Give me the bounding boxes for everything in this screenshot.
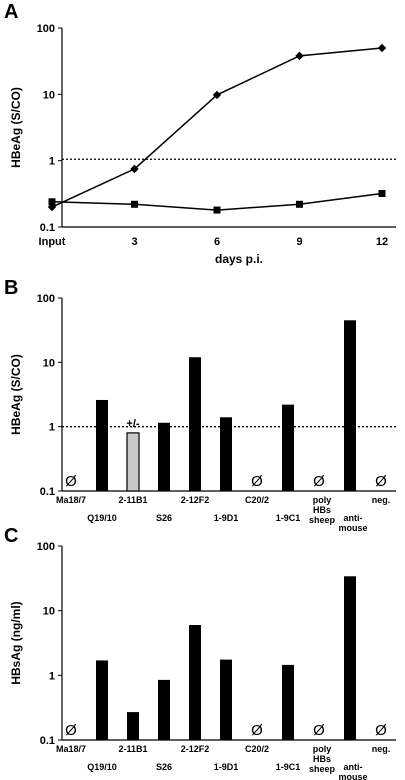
null-symbol: Ø: [251, 473, 263, 490]
diamond-point: [47, 202, 57, 212]
category-label: 1-9C1: [276, 762, 301, 772]
null-symbol: Ø: [375, 722, 387, 739]
category-label: 2-12F2: [181, 744, 210, 754]
panel-label: C: [4, 525, 18, 547]
category-label: Ma18/7: [56, 744, 86, 754]
y-tick-label: 10: [43, 89, 55, 101]
null-symbol: Ø: [251, 722, 263, 739]
bar-annotation: +/-: [126, 418, 139, 430]
category-label: HBs: [313, 754, 331, 764]
bar: [344, 576, 356, 740]
square-point: [48, 198, 56, 206]
category-label: Q19/10: [87, 513, 117, 523]
category-label: 2-11B1: [118, 744, 147, 754]
category-label: C20/2: [245, 495, 269, 505]
category-label: 1-9D1: [214, 513, 239, 523]
category-label: S26: [156, 762, 172, 772]
y-tick-label: 0.1: [40, 735, 55, 747]
panel-label: A: [4, 1, 18, 23]
x-tick-label: Input: [39, 236, 66, 248]
category-label: 1-9C1: [276, 513, 301, 523]
bar: [126, 432, 140, 492]
y-tick-label: 0.1: [40, 222, 55, 234]
y-tick-label: 1: [49, 670, 55, 682]
bar: [282, 664, 294, 740]
bar: [344, 320, 356, 491]
y-tick-label: 10: [43, 357, 55, 369]
bar: [189, 625, 201, 740]
bar: [96, 660, 108, 740]
category-label: 1-9D1: [214, 762, 239, 772]
category-label: mouse: [338, 772, 367, 780]
null-symbol: Ø: [313, 473, 325, 490]
null-symbol: Ø: [375, 473, 387, 490]
square-point: [296, 200, 303, 208]
category-label: anti-: [344, 762, 363, 772]
bar: [96, 399, 108, 491]
series-line-diamond: [51, 47, 383, 208]
category-label: poly: [313, 495, 332, 505]
category-label: neg.: [372, 495, 391, 505]
bar: [158, 679, 170, 740]
y-tick-label: 10: [43, 606, 55, 618]
category-label: sheep: [309, 764, 336, 774]
y-tick-label: 0.1: [40, 486, 55, 498]
panel-a-chart: A 0.1 1 10 100 HBeAg (S/CO) Input 3 6 9 12 days p.i…: [4, 1, 396, 266]
bar: [189, 357, 201, 491]
bar: [127, 712, 139, 740]
x-tick-label: 3: [131, 236, 137, 248]
y-tick-label: 1: [49, 422, 55, 434]
x-tick-label: 12: [376, 236, 388, 248]
y-axis-label: HBeAg (S/CO): [9, 87, 23, 168]
bar: [220, 659, 232, 740]
null-symbol: Ø: [65, 473, 77, 490]
y-tick-label: 1: [49, 156, 55, 168]
category-label: anti-: [344, 513, 363, 523]
category-label: C20/2: [245, 744, 269, 754]
category-label: S26: [156, 513, 172, 523]
square-point: [378, 189, 386, 197]
y-tick-label: 100: [37, 293, 55, 305]
y-axis-label: HBsAg (ng/ml): [9, 601, 23, 684]
diamond-point: [377, 43, 387, 53]
y-axis-label: HBeAg (S/CO): [9, 354, 23, 435]
panel-b-chart: B 0.1 1 10 100 HBeAg (S/CO) Ø Ma18/7Q19/102-11B…: [4, 277, 396, 533]
bar: [158, 422, 170, 491]
category-label: poly: [313, 744, 332, 754]
null-symbol: Ø: [65, 722, 77, 739]
category-label: mouse: [338, 523, 367, 533]
panel-c-chart: C 0.1 1 10 100 HBsAg (ng/ml) Ø Ma18/7Q19/102-11…: [4, 525, 396, 780]
x-tick-label: 9: [296, 236, 302, 248]
y-tick-label: 100: [37, 541, 55, 553]
diamond-point: [295, 51, 304, 61]
category-label: Ma18/7: [56, 495, 86, 505]
diamond-point: [212, 90, 222, 100]
category-label: neg.: [372, 744, 391, 754]
null-symbol: Ø: [313, 722, 325, 739]
bar: [220, 417, 232, 491]
square-point: [131, 200, 138, 208]
y-tick-label: 100: [37, 23, 55, 35]
x-axis-label: days p.i.: [215, 252, 263, 266]
category-label: HBs: [313, 505, 331, 515]
diamond-point: [130, 164, 139, 174]
category-label: sheep: [309, 515, 336, 525]
category-label: 2-12F2: [181, 495, 210, 505]
square-point: [213, 206, 221, 214]
category-label: Q19/10: [87, 762, 117, 772]
bar: [282, 404, 294, 491]
category-label: 2-11B1: [118, 495, 147, 505]
panel-label: B: [4, 277, 18, 299]
x-tick-label: 6: [214, 236, 220, 248]
